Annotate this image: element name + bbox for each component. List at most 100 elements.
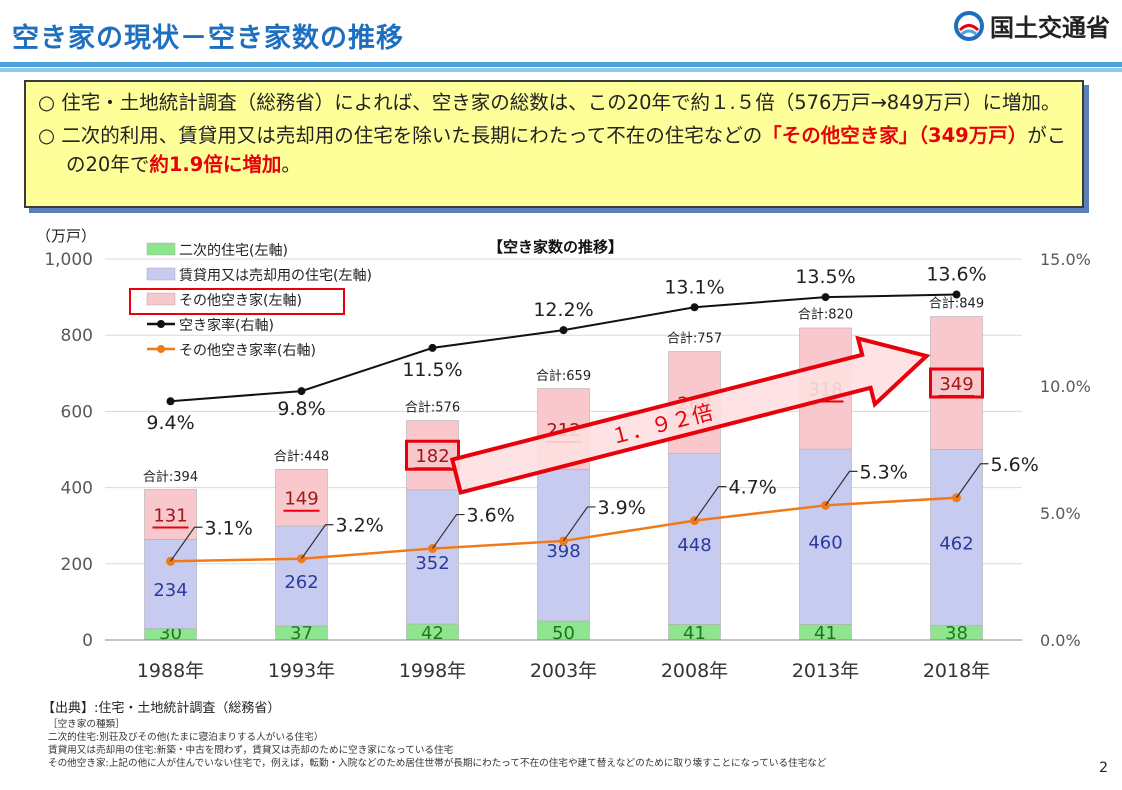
summary-highlight-2: 約1.9倍に増加 bbox=[149, 153, 282, 176]
rate-label: 12.2% bbox=[533, 299, 593, 321]
legend-swatch bbox=[146, 267, 176, 281]
bar-value-label: 182 bbox=[415, 446, 449, 467]
highlight-box bbox=[405, 439, 460, 471]
source-note: 【出典】:住宅・土地統計調査（総務省） bbox=[42, 701, 281, 716]
vacant-house-chart: 0 200 400 600 800 1,000 0.0% 5.0% 10.0% 15.0% （万戸）… bbox=[36, 227, 1091, 682]
page-number: 2 bbox=[1099, 760, 1108, 776]
notes-title: ［空き家の種類］ bbox=[48, 719, 125, 730]
bar-value-label: 234 bbox=[153, 580, 187, 601]
rate-label: 13.5% bbox=[795, 266, 855, 288]
y2-tick-label: 15.0% bbox=[1040, 250, 1091, 269]
x-tick-label: 2013年 bbox=[792, 660, 859, 682]
legend-swatch bbox=[146, 242, 176, 256]
chart-title: 【空き家数の推移】 bbox=[488, 238, 623, 256]
legend-label: 空き家率(右軸) bbox=[179, 317, 274, 334]
total-label: 合計:394 bbox=[143, 469, 198, 485]
total-label: 合計:757 bbox=[667, 331, 722, 347]
bar-value-label: 38 bbox=[945, 623, 968, 644]
y-tick-label: 400 bbox=[61, 479, 93, 499]
bar-value-label: 41 bbox=[814, 623, 837, 644]
bar-segment bbox=[406, 489, 459, 625]
summary-line-2c: がこの20年で bbox=[66, 124, 1067, 176]
note-secondary: 二次的住宅:別荘及びその他(たまに寝泊まりする人がいる住宅） bbox=[48, 732, 324, 743]
header-band bbox=[0, 62, 1122, 67]
rate-label: 3.6% bbox=[467, 505, 515, 527]
total-label: 合計:659 bbox=[536, 368, 591, 384]
rate-label: 11.5% bbox=[402, 359, 462, 381]
ministry-name: 国土交通省 bbox=[990, 14, 1110, 42]
x-tick-label: 2008年 bbox=[661, 660, 728, 682]
rate-label: 4.7% bbox=[729, 477, 777, 499]
total-label: 合計:576 bbox=[405, 400, 460, 416]
legend-marker bbox=[157, 320, 165, 328]
bar-value-label: 42 bbox=[421, 623, 444, 644]
summary-line-2e: 。 bbox=[281, 153, 301, 176]
leader-line bbox=[956, 463, 989, 499]
x-tick-label: 2003年 bbox=[530, 660, 597, 682]
bar-value-label: 41 bbox=[683, 623, 706, 644]
y-tick-label: 0 bbox=[82, 631, 93, 651]
note-other: その他空き家:上記の他に人が住んでいない住宅で，例えば，転勤・入院などのため居住… bbox=[48, 758, 827, 769]
rate-label: 3.9% bbox=[598, 497, 646, 519]
summary-line-2a: ○ 二次的利用、賃貸用又は売却用の住宅を除いた長期にわたって不在の住宅などの bbox=[38, 124, 763, 147]
total-label: 合計:448 bbox=[274, 448, 329, 464]
rate-label: 13.6% bbox=[926, 264, 986, 286]
legend-label: その他空き家(左軸) bbox=[179, 292, 302, 309]
summary-line-1: ○ 住宅・土地統計調査（総務省）によれば、空き家の総数は、この20年で約１.５倍… bbox=[38, 91, 1061, 114]
bar-value-label: 262 bbox=[284, 572, 318, 593]
summary-highlight-1: 「その他空き家」（349万戸） bbox=[762, 124, 1028, 147]
bar-value-label: 131 bbox=[153, 505, 187, 526]
y2-tick-label: 0.0% bbox=[1040, 631, 1081, 650]
rate-point bbox=[559, 326, 568, 335]
leader-line bbox=[825, 470, 858, 506]
y2-tick-label: 5.0% bbox=[1040, 504, 1081, 523]
page-title: 空き家の現状－空き家数の推移 bbox=[12, 23, 404, 54]
summary-box: ○ 住宅・土地統計調査（総務省）によれば、空き家の総数は、この20年で約１.５倍… bbox=[24, 80, 1084, 208]
x-tick-label: 2018年 bbox=[923, 660, 990, 682]
bar-segment bbox=[144, 489, 197, 540]
x-tick-label: 1988年 bbox=[137, 660, 204, 682]
bar-segment bbox=[930, 316, 983, 450]
rate-label: 9.8% bbox=[277, 398, 325, 420]
leader-line bbox=[301, 524, 334, 560]
y-tick-label: 800 bbox=[61, 326, 93, 346]
bar-value-label: 398 bbox=[546, 541, 580, 562]
summary-line-2: ○ 二次的利用、賃貸用又は売却用の住宅を除いた長期にわたって不在の住宅などの「そ… bbox=[38, 121, 1070, 179]
total-label: 合計:849 bbox=[929, 296, 984, 312]
bar-value-label: 460 bbox=[808, 533, 842, 554]
mlit-emblem-icon bbox=[954, 10, 984, 41]
x-tick-label: 1998年 bbox=[399, 660, 466, 682]
ministry-logo: 国土交通省 bbox=[954, 8, 1110, 43]
bar-value-label: 349 bbox=[939, 374, 973, 395]
legend-label: 二次的住宅(左軸) bbox=[179, 243, 288, 259]
bar-value-label: 462 bbox=[939, 534, 973, 555]
legend-label: その他空き家率(右軸) bbox=[179, 342, 316, 359]
leader-line bbox=[432, 513, 465, 549]
y-tick-label: 200 bbox=[61, 555, 93, 575]
note-rental: 賃貸用又は売却用の住宅:新築・中古を問わず，賃貸又は売却のために空き家になってい… bbox=[48, 745, 454, 756]
bar-segment bbox=[144, 539, 197, 629]
leader-line bbox=[694, 486, 727, 521]
y2-tick-label: 10.0% bbox=[1040, 377, 1091, 396]
bar-value-label: 50 bbox=[552, 623, 575, 644]
rate-point bbox=[428, 343, 437, 352]
rate-point bbox=[166, 397, 175, 406]
bar-value-label: 352 bbox=[415, 553, 449, 574]
y-axis-label: （万戸） bbox=[36, 227, 96, 245]
growth-arrow bbox=[449, 335, 931, 495]
total-label: 合計:820 bbox=[798, 307, 853, 323]
bar-value-label: 149 bbox=[284, 489, 318, 510]
rate-label: 5.6% bbox=[991, 454, 1039, 476]
header-band-light bbox=[0, 68, 1122, 72]
leader-line bbox=[170, 526, 203, 562]
rate-label: 9.4% bbox=[146, 412, 194, 434]
legend-label: 賃貸用又は売却用の住宅(左軸) bbox=[179, 268, 372, 284]
bar-value-label: 448 bbox=[677, 535, 711, 556]
bar-value-label: 37 bbox=[290, 623, 313, 644]
y-tick-label: 600 bbox=[61, 402, 93, 422]
rate-label: 3.1% bbox=[205, 517, 253, 539]
leader-line bbox=[563, 506, 596, 542]
rate-point bbox=[297, 387, 306, 396]
bar-segment bbox=[275, 525, 328, 627]
rate-label: 5.3% bbox=[860, 461, 908, 483]
